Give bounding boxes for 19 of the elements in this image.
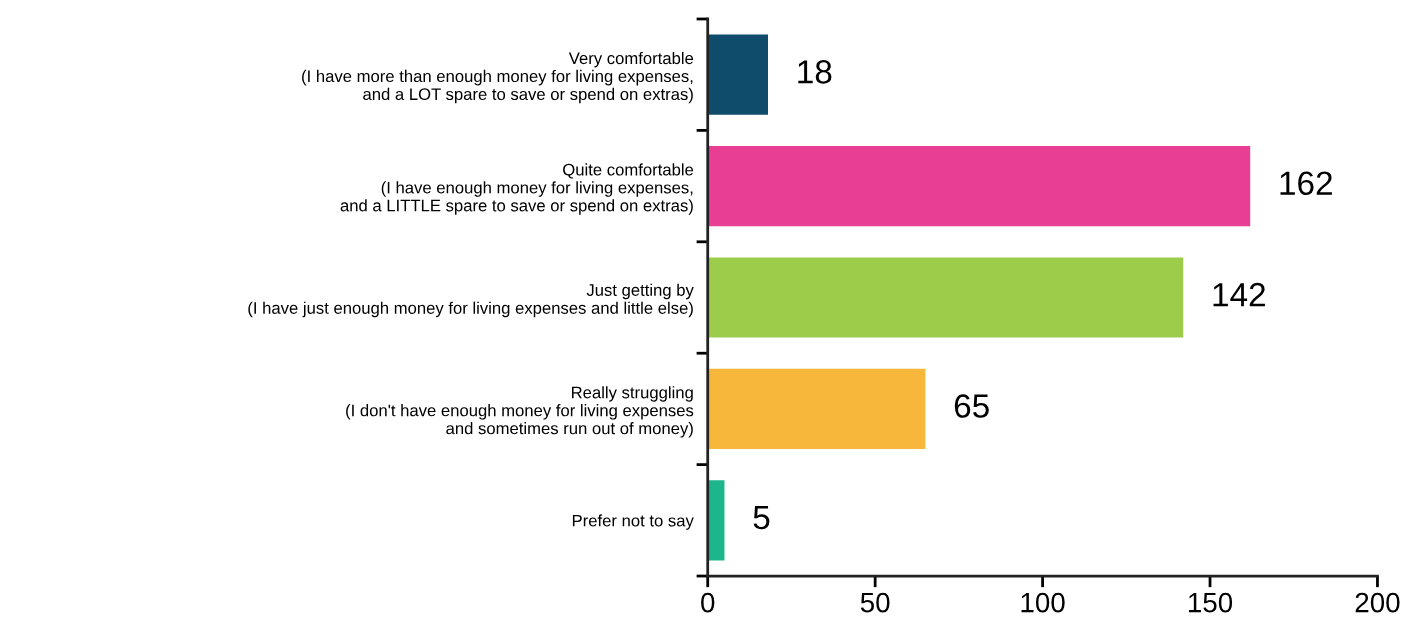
y-tick-label: Quite comfortable (I have enough money for living expenses, and a LITTLE spare to save or spend on extras) xyxy=(340,163,694,215)
data-label: 18 xyxy=(798,60,832,84)
y-tick-label: Really struggling (I don't have enough money for living expenses and sometimes run out of money) xyxy=(346,386,694,438)
data-label: 65 xyxy=(954,394,989,418)
x-tick-label: 200 xyxy=(1355,592,1400,613)
bar xyxy=(707,146,1251,227)
x-tick-label: 50 xyxy=(860,592,890,613)
x-tick-label: 100 xyxy=(1021,592,1065,613)
bar xyxy=(707,257,1184,338)
bar xyxy=(707,368,926,450)
y-tick-label: Just getting by (I have just enough money for living expenses and little else) xyxy=(248,283,694,318)
x-tick-label: 150 xyxy=(1188,592,1233,613)
x-tick-label: 0 xyxy=(701,592,715,613)
data-label: 5 xyxy=(753,506,770,530)
y-tick-label: Prefer not to say xyxy=(572,514,694,530)
bar xyxy=(707,34,768,115)
data-label: 162 xyxy=(1280,171,1332,196)
y-tick-label: Very comfortable (I have more than enough money for living expenses, and a LOT spare to save or spend on extras) xyxy=(302,51,694,104)
data-label: 142 xyxy=(1213,282,1265,307)
